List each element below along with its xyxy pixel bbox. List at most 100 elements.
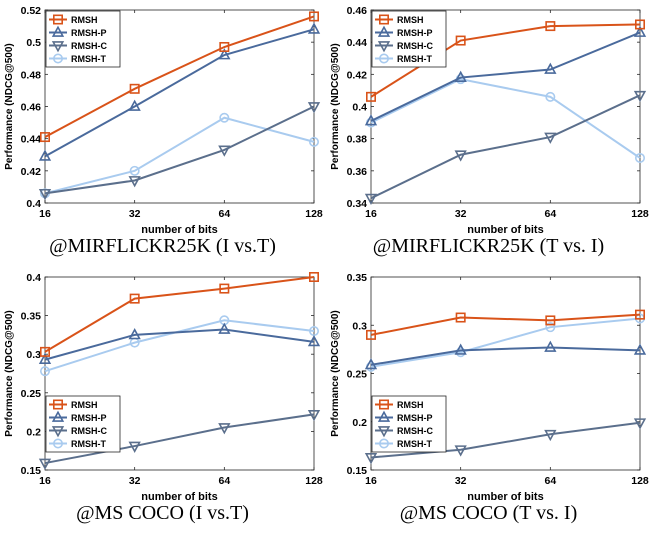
chart-2-svg: 0.34 0.36 0.38 0.4 0.42 0.44 0.46 16 32 64 128 numb… bbox=[330, 5, 649, 236]
data-point-rmsh-c bbox=[364, 193, 378, 206]
series-line-rmsh-p bbox=[370, 31, 641, 122]
data-point-rmsh bbox=[308, 272, 319, 282]
series-rmsh-t bbox=[39, 112, 319, 199]
x-tick-label: 16 bbox=[365, 475, 377, 487]
data-point-rmsh-c bbox=[454, 150, 467, 162]
data-point-rmsh-p bbox=[218, 48, 231, 60]
y-tick-label: 0.25 bbox=[21, 388, 42, 400]
data-point-rmsh-t bbox=[545, 322, 556, 333]
y-axis-label: Performance (NDCG@500) bbox=[330, 43, 341, 169]
chart-2-caption: @MIRFLICKR25K (T vs. I) bbox=[372, 235, 605, 257]
y-tick-label: 0.35 bbox=[21, 311, 42, 323]
data-point-rmsh-c bbox=[128, 176, 141, 188]
y-axis-label: Performance (NDCG@500) bbox=[4, 310, 15, 436]
data-point-rmsh-p bbox=[128, 99, 141, 111]
legend: RMSH RMSH-P RMSH-C RMSH-T bbox=[371, 10, 447, 68]
data-point-rmsh-c bbox=[307, 410, 321, 422]
data-point-rmsh-c bbox=[38, 188, 52, 201]
data-point-rmsh-p bbox=[454, 70, 467, 82]
y-axis-label: Performance (NDCG@500) bbox=[330, 310, 341, 436]
data-point-rmsh-p bbox=[633, 343, 647, 355]
y-tick-label: 0.46 bbox=[21, 102, 42, 114]
chart-3-caption: @MS COCO (I vs.T) bbox=[76, 502, 249, 524]
x-tick-label: 32 bbox=[455, 475, 467, 487]
data-point-rmsh-p bbox=[218, 322, 231, 334]
data-point-rmsh-c bbox=[218, 423, 231, 435]
series-rmsh-c bbox=[364, 90, 647, 206]
series-line-rmsh bbox=[44, 276, 315, 353]
x-tick-label: 32 bbox=[129, 475, 141, 487]
data-point-rmsh-t bbox=[129, 165, 140, 176]
legend: RMSH RMSH-P RMSH-C RMSH-T bbox=[45, 395, 121, 453]
x-tick-label: 128 bbox=[631, 208, 649, 220]
data-point-rmsh-p bbox=[307, 22, 321, 34]
chart-panel-3: 0.15 0.2 0.25 0.3 0.35 0.4 16 32 64 128 number of … bbox=[0, 267, 325, 534]
data-point-rmsh-t bbox=[39, 366, 50, 377]
x-axis-label: number of bits bbox=[141, 224, 217, 236]
y-tick-label: 0.15 bbox=[21, 465, 42, 477]
series-rmsh-p bbox=[364, 25, 647, 126]
y-tick-label: 0.3 bbox=[352, 320, 367, 332]
series-line-rmsh-p bbox=[44, 328, 315, 361]
data-point-rmsh-t bbox=[219, 112, 230, 123]
data-point-rmsh bbox=[129, 293, 140, 304]
legend-label: RMSH-C bbox=[71, 426, 107, 436]
legend-label: RMSH bbox=[71, 400, 98, 410]
series-rmsh-c bbox=[38, 102, 321, 201]
x-tick-label: 128 bbox=[305, 475, 323, 487]
x-tick-label: 128 bbox=[631, 475, 649, 487]
data-point-rmsh-c bbox=[544, 132, 557, 144]
y-tick-label: 0.3 bbox=[26, 349, 41, 361]
y-axis-label: Performance (NDCG@500) bbox=[4, 43, 15, 169]
legend-label: RMSH-T bbox=[71, 54, 106, 64]
data-point-rmsh-p bbox=[128, 328, 141, 340]
legend-marker-rmsh bbox=[378, 399, 389, 410]
series-rmsh-p bbox=[38, 22, 321, 161]
series-line-rmsh-t bbox=[370, 78, 641, 159]
legend-marker-rmsh bbox=[52, 399, 63, 410]
legend-marker-rmsh-t bbox=[378, 53, 389, 64]
series-rmsh bbox=[39, 272, 319, 357]
legend: RMSH RMSH-P RMSH-C RMSH-T bbox=[371, 395, 447, 453]
legend-label: RMSH-T bbox=[397, 54, 432, 64]
data-point-rmsh-c bbox=[633, 418, 647, 430]
series-line-rmsh-c bbox=[44, 413, 315, 465]
y-tick-label: 0.25 bbox=[347, 369, 368, 381]
data-point-rmsh bbox=[129, 83, 140, 94]
legend-marker-rmsh-c bbox=[51, 41, 65, 53]
y-tick-label: 0.52 bbox=[21, 5, 42, 17]
x-tick-label: 64 bbox=[544, 475, 556, 487]
legend-label: RMSH bbox=[397, 15, 424, 25]
data-point-rmsh bbox=[634, 19, 645, 30]
legend-marker-rmsh-p bbox=[377, 410, 391, 422]
data-point-rmsh bbox=[365, 329, 376, 340]
series-rmsh-p bbox=[364, 340, 647, 370]
y-tick-label: 0.36 bbox=[347, 166, 368, 178]
data-point-rmsh-c bbox=[633, 90, 647, 103]
data-point-rmsh-p bbox=[544, 62, 557, 74]
y-tick-label: 0.46 bbox=[347, 5, 368, 17]
data-point-rmsh bbox=[634, 309, 645, 320]
chart-panel-1: 0.4 0.42 0.44 0.46 0.48 0.5 0.52 16 32 64 128 numbe… bbox=[0, 0, 325, 267]
series-rmsh bbox=[365, 309, 645, 340]
data-point-rmsh bbox=[455, 35, 466, 46]
y-tick-label: 0.2 bbox=[352, 417, 367, 429]
series-line-rmsh bbox=[370, 23, 641, 98]
legend-marker-rmsh-t bbox=[378, 438, 389, 449]
series-rmsh-c bbox=[364, 418, 647, 465]
x-tick-label: 64 bbox=[544, 208, 556, 220]
x-tick-label: 128 bbox=[305, 208, 323, 220]
x-axis-label: number of bits bbox=[467, 491, 543, 503]
y-tick-label: 0.4 bbox=[26, 272, 41, 284]
legend-label: RMSH bbox=[71, 15, 98, 25]
y-tick-label: 0.44 bbox=[21, 134, 42, 146]
y-tick-label: 0.34 bbox=[347, 198, 368, 210]
series-line-rmsh-t bbox=[44, 116, 315, 195]
data-point-rmsh-c bbox=[128, 441, 141, 453]
data-point-rmsh-p bbox=[633, 25, 647, 37]
data-point-rmsh bbox=[219, 283, 230, 294]
y-tick-label: 0.38 bbox=[347, 134, 368, 146]
legend-marker-rmsh-p bbox=[377, 25, 391, 37]
data-point-rmsh-p bbox=[38, 149, 52, 161]
y-tick-label: 0.5 bbox=[26, 37, 41, 49]
